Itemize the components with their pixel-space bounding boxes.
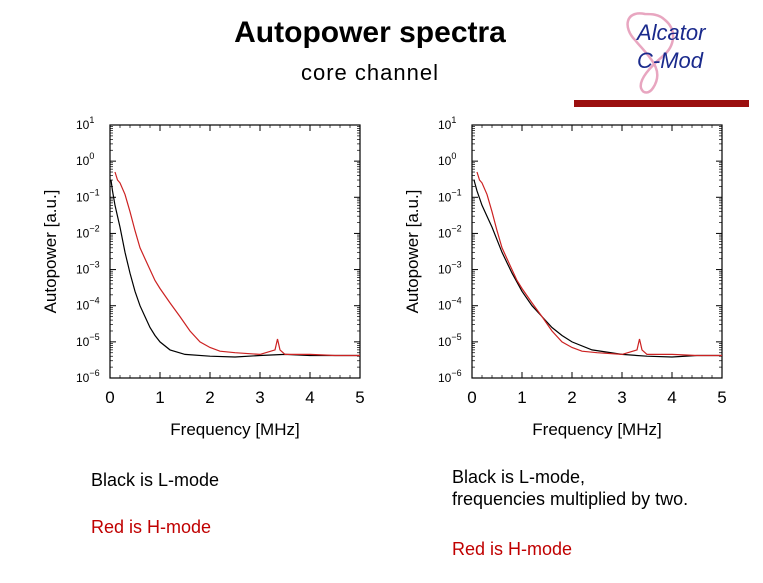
alcator-cmod-logo: Alcator C-Mod <box>626 12 707 94</box>
header-accent-rule <box>574 100 749 107</box>
y-tick-label: 10−2 <box>76 223 100 240</box>
y-tick-label: 101 <box>76 115 94 132</box>
y-tick-label: 100 <box>438 151 456 168</box>
plot-frame <box>109 124 361 379</box>
x-tick-label: 0 <box>467 388 476 407</box>
x-tick-label: 4 <box>305 388 314 407</box>
x-tick-label: 0 <box>105 388 114 407</box>
x-tick-label: 3 <box>255 388 264 407</box>
page-subtitle: core channel <box>301 60 439 85</box>
plot-frame <box>471 124 723 379</box>
x-tick-label: 4 <box>667 388 676 407</box>
series-line-1 <box>476 171 722 357</box>
caption-right-black-1: Black is L-mode, <box>452 467 586 487</box>
x-tick-label: 3 <box>617 388 626 407</box>
y-tick-label: 10−2 <box>438 223 462 240</box>
x-tick-label: 1 <box>155 388 164 407</box>
x-tick-label: 1 <box>517 388 526 407</box>
logo-ribbon <box>626 12 675 94</box>
y-tick-label: 100 <box>76 151 94 168</box>
x-axis-label: Frequency [MHz] <box>170 420 299 439</box>
page-title: Autopower spectra <box>234 16 506 49</box>
series-line-1 <box>114 171 360 357</box>
caption-right-red: Red is H-mode <box>452 539 573 559</box>
chart-right: 101 100 10−1 10−2 10−3 10−4 10−5 10−6 0 1 2 3 4 5 Freq… <box>403 115 727 439</box>
logo-line1: Alcator <box>635 20 707 45</box>
caption-right-black-2: frequencies multiplied by two. <box>452 489 689 509</box>
x-tick-label: 5 <box>717 388 726 407</box>
y-tick-label: 101 <box>438 115 456 132</box>
y-tick-label: 10−3 <box>76 260 100 277</box>
caption-left-red: Red is H-mode <box>91 517 212 537</box>
caption-left-black: Black is L-mode <box>91 470 220 490</box>
x-tick-label: 5 <box>355 388 364 407</box>
y-tick-label: 10−4 <box>76 296 100 313</box>
y-tick-label: 10−6 <box>76 368 100 385</box>
series-line-0 <box>110 179 360 358</box>
y-tick-label: 10−1 <box>76 187 100 204</box>
y-tick-label: 10−5 <box>76 332 100 349</box>
y-tick-label: 10−3 <box>438 260 462 277</box>
y-axis-label: Autopower [a.u.] <box>41 190 60 314</box>
chart-left: 101 100 10−1 10−2 10−3 10−4 10−5 10−6 0 1 2 3 4 5 Freq… <box>41 115 365 439</box>
y-tick-label: 10−5 <box>438 332 462 349</box>
y-tick-label: 10−1 <box>438 187 462 204</box>
y-tick-label: 10−6 <box>438 368 462 385</box>
x-tick-label: 2 <box>567 388 576 407</box>
x-tick-label: 2 <box>205 388 214 407</box>
logo-line2: C-Mod <box>637 48 704 73</box>
y-tick-label: 10−4 <box>438 296 462 313</box>
y-axis-label: Autopower [a.u.] <box>403 190 422 314</box>
x-axis-label: Frequency [MHz] <box>532 420 661 439</box>
